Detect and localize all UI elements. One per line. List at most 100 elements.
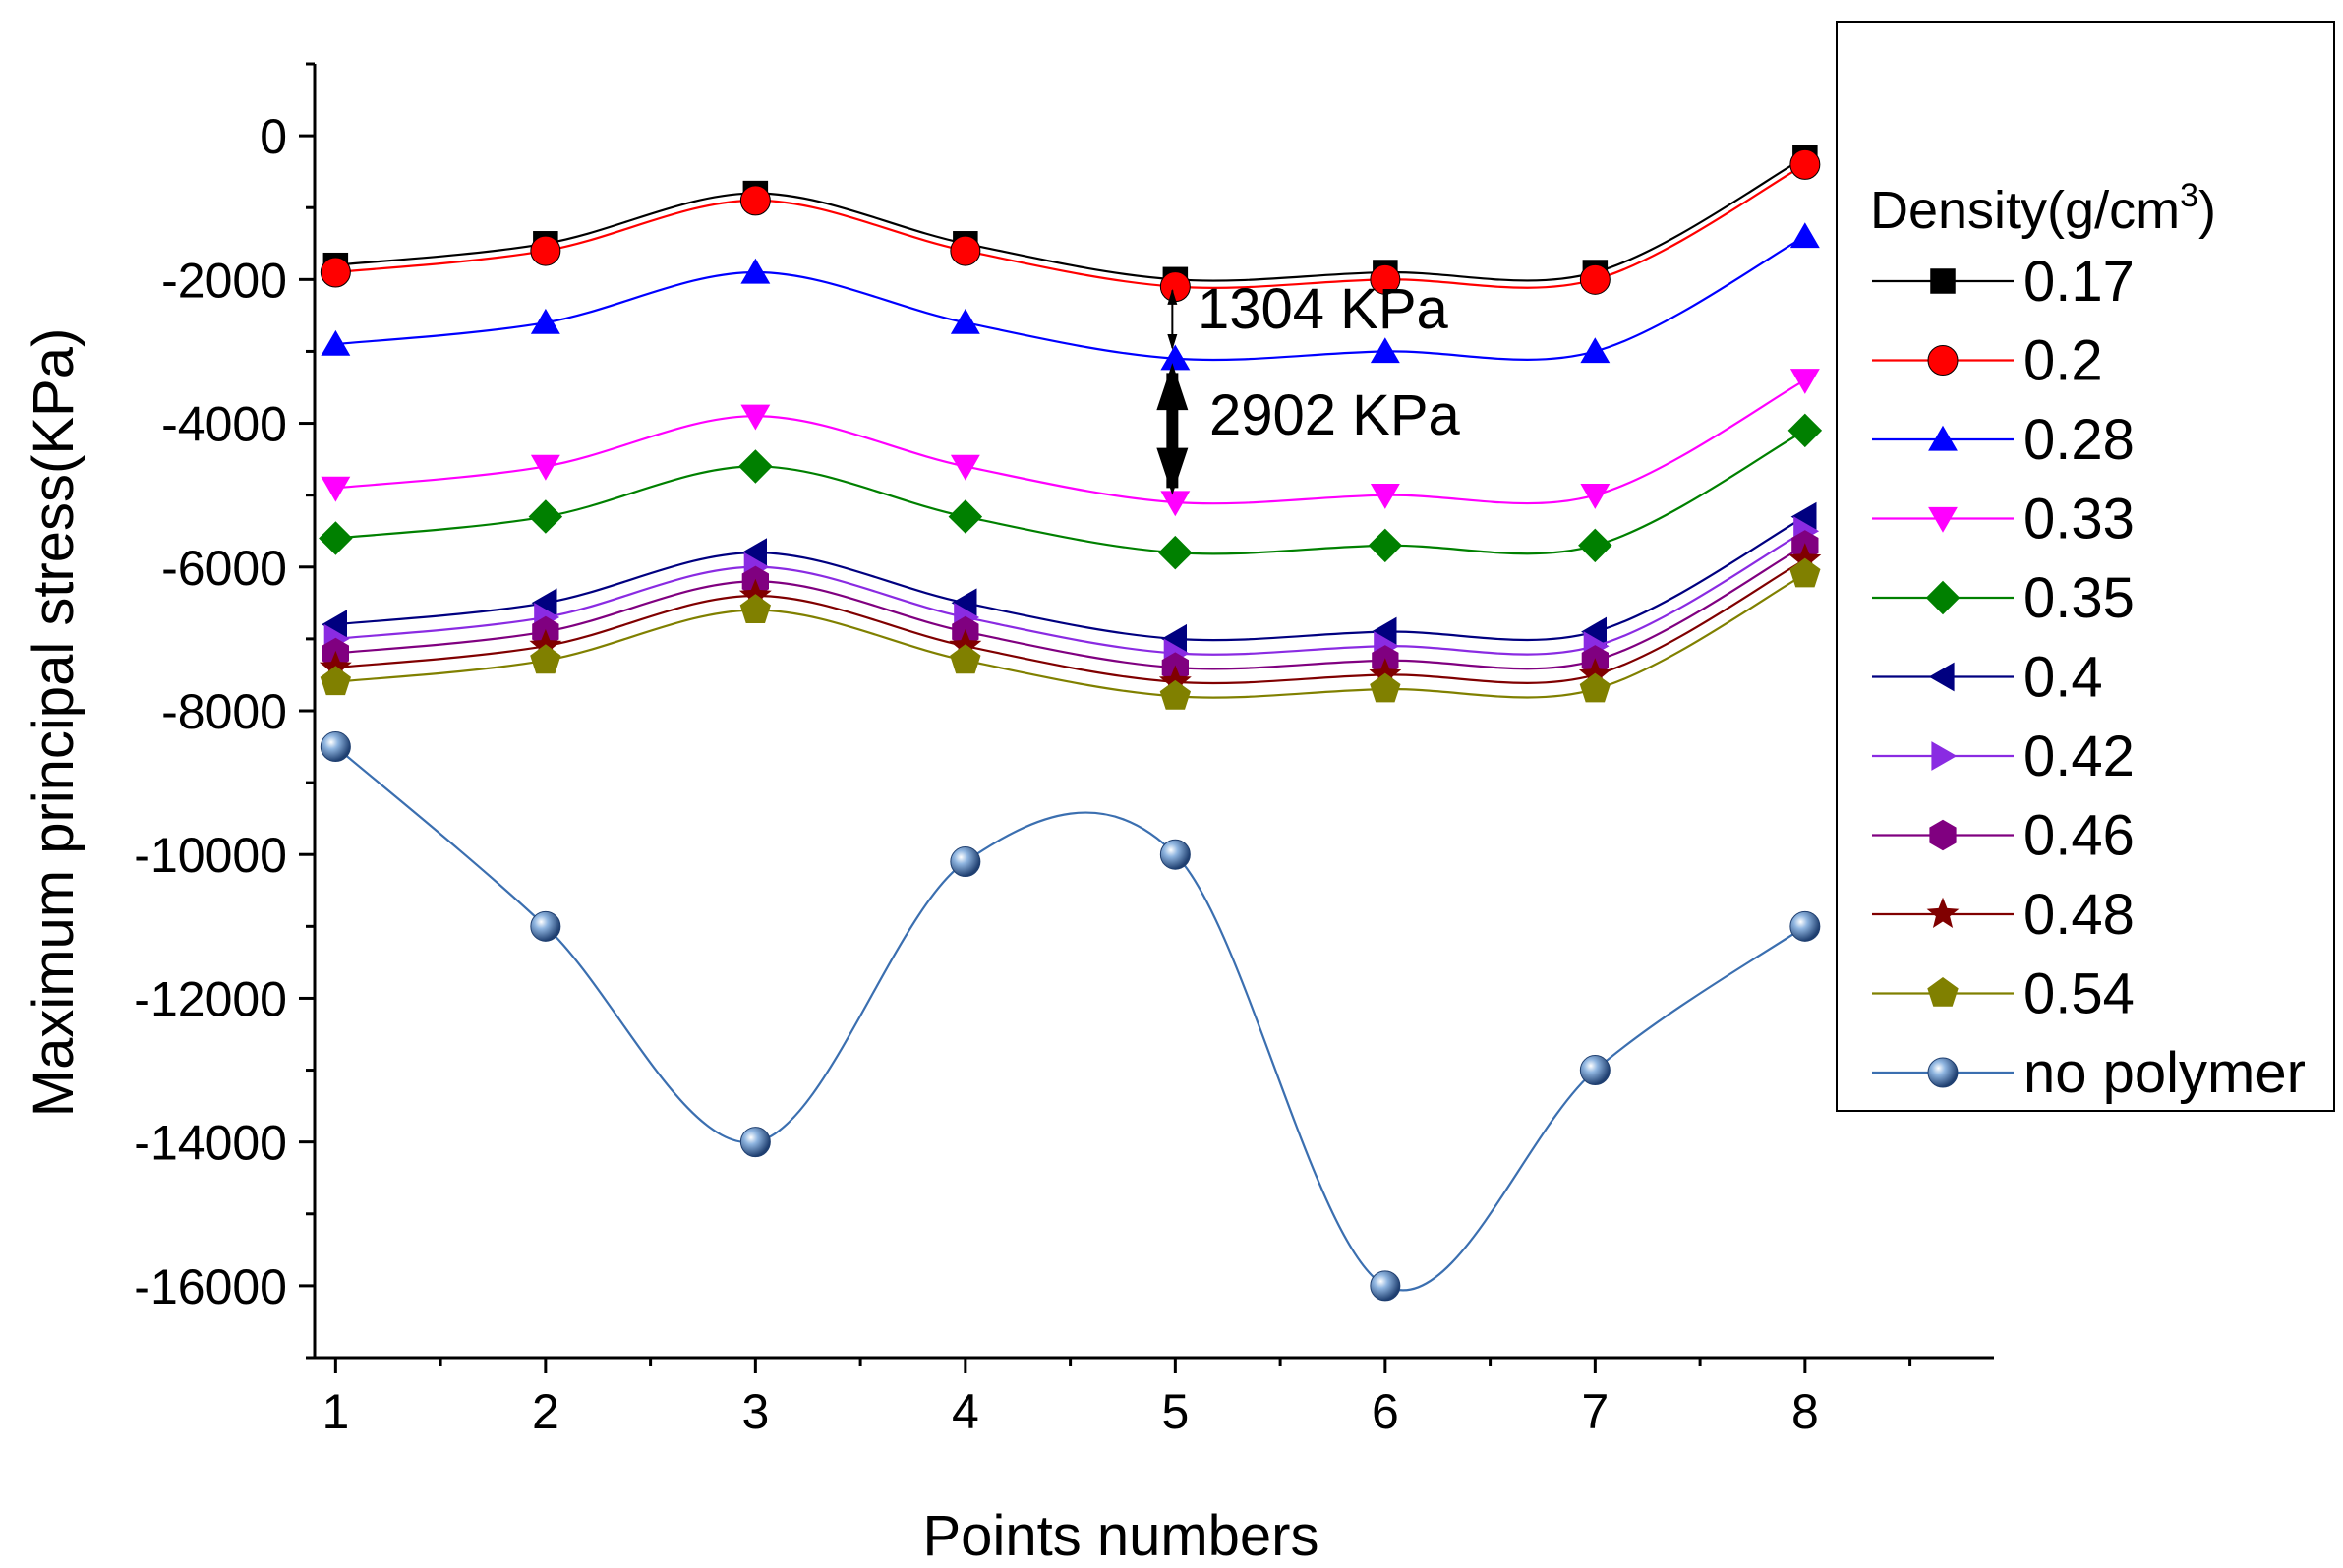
data-point	[530, 308, 560, 334]
data-point	[1789, 910, 1821, 942]
arrow-2902-head-up	[1156, 363, 1189, 411]
legend-item-no-polymer: no polymer	[1872, 1041, 2306, 1105]
data-point	[1789, 148, 1821, 180]
data-point	[1789, 557, 1821, 588]
data-point	[950, 235, 981, 266]
x-tick-label: 8	[1791, 1384, 1819, 1439]
data-point	[1579, 263, 1611, 295]
legend-title: Density(g/cm3)	[1870, 177, 2216, 240]
y-tick-label: -10000	[134, 828, 287, 883]
series-line	[335, 378, 1806, 505]
data-point	[320, 731, 351, 763]
legend-marker	[1928, 425, 1958, 451]
arrow-2902-head-down	[1156, 447, 1189, 495]
data-point	[1579, 1055, 1611, 1086]
x-tick-label: 2	[532, 1384, 559, 1439]
y-tick-label: -2000	[161, 253, 287, 308]
data-point	[1161, 623, 1187, 654]
data-point	[530, 235, 561, 266]
legend-label: 0.54	[2023, 962, 2135, 1026]
data-point	[1370, 484, 1400, 509]
legend: Density(g/cm3) 0.17 0.2 0.28 0.33 0.35 0.4 0.4…	[1836, 21, 2335, 1112]
data-point	[1787, 413, 1823, 448]
x-tick-label: 3	[741, 1384, 769, 1439]
data-point	[1789, 369, 1820, 394]
data-point	[530, 454, 560, 481]
series-0.4	[322, 501, 1817, 654]
legend-item-0.33: 0.33	[1872, 488, 2135, 552]
data-point	[1370, 672, 1401, 703]
series-line	[335, 429, 1806, 555]
x-tick-label: 4	[952, 1384, 979, 1439]
data-point	[1370, 1270, 1401, 1302]
series-line	[334, 745, 1806, 1292]
legend-marker	[1927, 1057, 1959, 1088]
data-point	[1159, 679, 1191, 710]
x-axis-ticks: 1 2 3 4 5 6 7 8	[322, 1358, 1912, 1439]
data-point	[738, 449, 773, 484]
data-point	[948, 499, 983, 534]
data-point	[530, 644, 561, 674]
legend-label: 0.42	[2023, 725, 2135, 788]
y-tick-label: -12000	[134, 971, 287, 1026]
legend-marker	[1925, 580, 1961, 615]
series-line	[335, 544, 1806, 670]
legend-item-0.35: 0.35	[1872, 566, 2135, 630]
data-point	[320, 666, 351, 696]
legend-item-0.48: 0.48	[1872, 883, 2135, 947]
legend-marker	[1929, 819, 1957, 851]
y-tick-label: -14000	[134, 1116, 287, 1171]
data-point	[321, 329, 351, 356]
plot-area	[313, 64, 1994, 1360]
data-point	[1580, 484, 1611, 509]
series-0.28	[321, 222, 1820, 371]
data-point	[528, 499, 563, 534]
x-tick-label: 5	[1161, 1384, 1189, 1439]
series-line	[335, 530, 1806, 656]
x-axis-label: Points numbers	[923, 1504, 1319, 1568]
y-axis-label: Maximum principal stress(KPa)	[22, 328, 86, 1118]
annotation-2902: 2902 KPa	[1209, 383, 1461, 447]
series-0.35	[319, 413, 1823, 570]
x-tick-label: 1	[322, 1384, 349, 1439]
data-point	[950, 846, 981, 878]
legend-marker	[1927, 345, 1959, 376]
data-point	[740, 258, 771, 284]
legend-title-end: )	[2198, 181, 2216, 240]
data-point	[1579, 672, 1611, 703]
series-layer	[319, 145, 1823, 1302]
data-point	[1578, 528, 1612, 563]
legend-label: 0.28	[2023, 408, 2135, 472]
y-tick-label: -6000	[161, 541, 287, 596]
legend-label: 0.4	[2023, 646, 2103, 710]
data-point	[1160, 344, 1191, 371]
x-tick-label: 6	[1372, 1384, 1399, 1439]
legend-label: 0.17	[2023, 250, 2135, 314]
data-point	[321, 476, 351, 502]
data-point	[1158, 535, 1193, 570]
data-point	[1580, 337, 1611, 364]
legend-item-0.17: 0.17	[1872, 250, 2135, 314]
legend-label: no polymer	[2023, 1041, 2306, 1105]
data-point	[1160, 491, 1191, 517]
data-point	[322, 610, 347, 640]
data-point	[950, 644, 981, 674]
data-point	[739, 1127, 771, 1158]
y-axis-ticks: 0 -2000 -4000 -6000 -8000 -10000 -12000 -14000 -…	[134, 62, 315, 1360]
data-point	[320, 257, 351, 288]
data-point	[740, 404, 771, 431]
data-point	[739, 594, 771, 623]
data-point	[530, 910, 561, 942]
data-point	[739, 185, 771, 216]
data-point	[1159, 271, 1191, 303]
legend-label: 0.33	[2023, 488, 2135, 552]
legend-marker	[1928, 506, 1958, 533]
data-point	[1371, 616, 1397, 647]
series-line	[335, 235, 1806, 362]
arrow-1304-head-up	[1167, 288, 1178, 305]
data-point	[319, 521, 353, 555]
legend-title-main: Density(g/cm	[1870, 181, 2180, 240]
series-line	[335, 515, 1806, 642]
legend-items: 0.17 0.2 0.28 0.33 0.35 0.4 0.42 0.46 0.48 0.54 no…	[1872, 250, 2306, 1105]
